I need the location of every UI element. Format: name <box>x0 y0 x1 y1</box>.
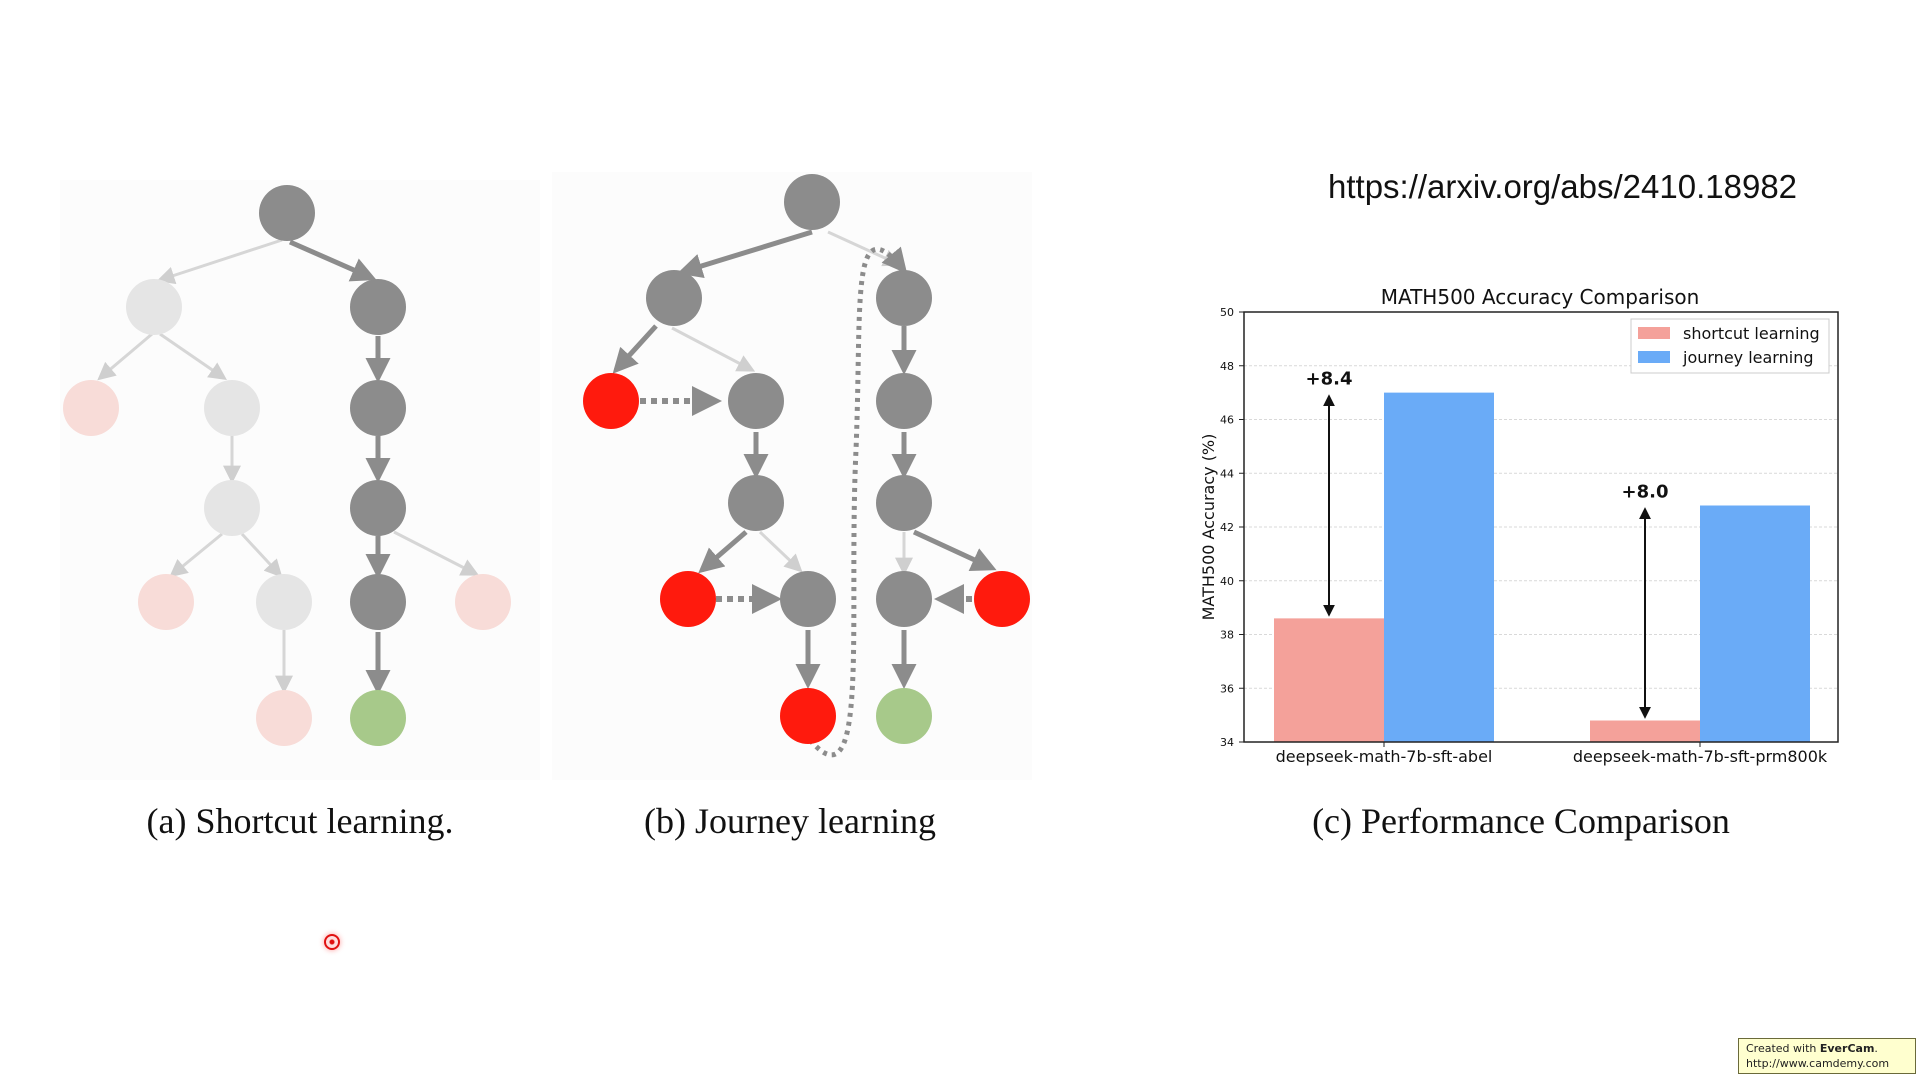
tree-node <box>876 373 932 429</box>
tree-node-faded <box>126 279 182 335</box>
evercam-watermark: Created with EverCam. http://www.camdemy… <box>1738 1038 1916 1074</box>
x-tick-label: deepseek-math-7b-sft-prm800k <box>1573 747 1828 766</box>
tree-node <box>876 270 932 326</box>
y-tick-label: 44 <box>1220 467 1234 480</box>
chart-legend: shortcut learning journey learning <box>1630 318 1830 374</box>
caption-journey-learning: (b) Journey learning <box>644 801 936 841</box>
paper-url[interactable]: https://arxiv.org/abs/2410.18982 <box>1328 168 1798 205</box>
tree-node-wrong <box>780 688 836 744</box>
improvement-label: +8.0 <box>1622 482 1669 503</box>
tree-node <box>350 279 406 335</box>
y-axis-label: MATH500 Accuracy (%) <box>1199 434 1218 621</box>
panel-a-background <box>60 180 540 780</box>
x-tick-label: deepseek-math-7b-sft-abel <box>1276 747 1493 766</box>
tree-node-faded <box>204 380 260 436</box>
tree-node <box>259 185 315 241</box>
watermark-brand: EverCam <box>1819 1042 1875 1055</box>
legend-swatch <box>1638 327 1670 339</box>
watermark-prefix: Created with <box>1746 1042 1817 1055</box>
panel-b-background <box>552 172 1032 780</box>
tree-node <box>646 270 702 326</box>
tree-node-wrong <box>660 571 716 627</box>
caption-performance-comparison: (c) Performance Comparison <box>1312 801 1730 841</box>
improvement-label: +8.4 <box>1306 369 1353 390</box>
laser-pointer-cursor <box>324 934 340 950</box>
y-tick-label: 42 <box>1220 521 1234 534</box>
legend-swatch <box>1638 351 1670 363</box>
tree-node <box>876 475 932 531</box>
bar-shortcut <box>1590 720 1700 742</box>
journey-tree <box>583 174 1030 758</box>
tree-node-wrong <box>583 373 639 429</box>
watermark-url: http://www.camdemy.com <box>1746 1057 1890 1070</box>
tree-node-wrong-faded <box>63 380 119 436</box>
bar-journey <box>1384 392 1494 742</box>
tree-node-faded <box>204 480 260 536</box>
bar-shortcut <box>1274 618 1384 742</box>
tree-node <box>350 380 406 436</box>
tree-node-correct <box>350 690 406 746</box>
y-tick-label: 40 <box>1220 575 1234 588</box>
caption-shortcut-learning: (a) Shortcut learning. <box>146 801 454 841</box>
y-tick-label: 38 <box>1220 629 1234 642</box>
chart-y-ticks: 34 36 38 40 42 44 46 48 50 <box>1220 306 1244 749</box>
tree-node <box>784 174 840 230</box>
tree-node <box>876 571 932 627</box>
tree-node-faded <box>256 574 312 630</box>
tree-node <box>728 475 784 531</box>
shortcut-tree <box>63 185 511 746</box>
chart-x-ticks: deepseek-math-7b-sft-abel deepseek-math-7… <box>1276 742 1828 766</box>
tree-node-wrong <box>974 571 1030 627</box>
tree-node-wrong-faded <box>138 574 194 630</box>
chart-annotations: +8.4 +8.0 <box>1306 369 1669 719</box>
bar-journey <box>1700 505 1810 742</box>
accuracy-chart: MATH500 Accuracy Comparison 34 36 38 40 42 44… <box>1199 285 1839 766</box>
tree-node <box>350 574 406 630</box>
tree-node <box>728 373 784 429</box>
y-tick-label: 48 <box>1220 360 1234 373</box>
tree-node <box>350 480 406 536</box>
tree-node-correct <box>876 688 932 744</box>
legend-label: journey learning <box>1682 348 1813 367</box>
chart-bars <box>1274 392 1810 742</box>
y-tick-label: 50 <box>1220 306 1234 319</box>
tree-node-wrong-faded <box>455 574 511 630</box>
tree-node <box>780 571 836 627</box>
y-tick-label: 36 <box>1220 682 1234 695</box>
chart-title: MATH500 Accuracy Comparison <box>1381 285 1700 309</box>
tree-node-wrong-faded <box>256 690 312 746</box>
legend-label: shortcut learning <box>1683 324 1820 343</box>
y-tick-label: 46 <box>1220 414 1234 427</box>
y-tick-label: 34 <box>1220 736 1234 749</box>
